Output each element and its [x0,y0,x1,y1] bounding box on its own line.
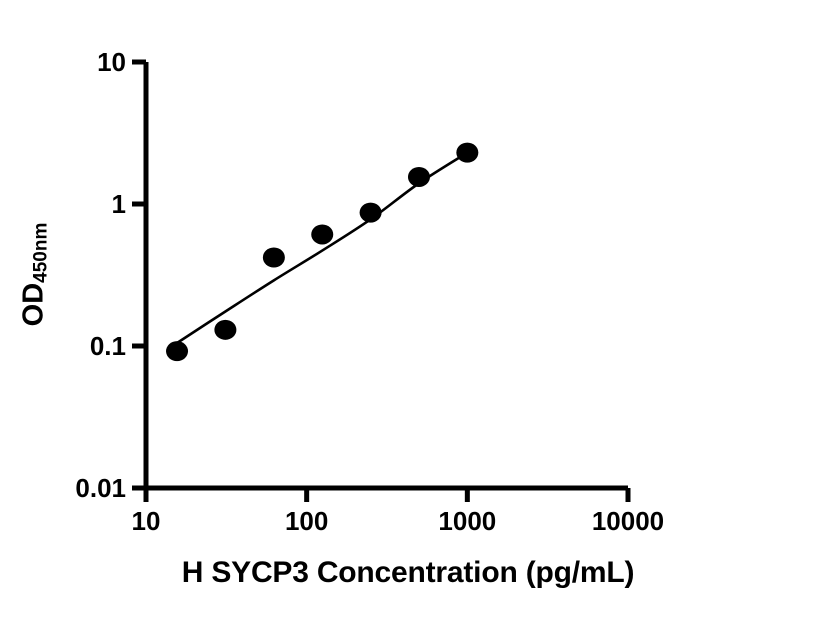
data-point [214,319,237,340]
x-tick-label-100: 100 [284,506,329,536]
y-tick-label-0.1: 0.1 [89,331,126,361]
data-point [166,341,189,362]
y-axis-title-subscript: 450nm [30,222,52,283]
x-tick-label-10: 10 [131,506,161,536]
y-tick-label-1: 1 [111,189,126,219]
data-point [359,202,382,223]
x-axis-title: H SYCP3 Concentration (pg/mL) [181,556,635,589]
y-axis-title: OD450nm [17,155,52,395]
y-tick-label-0.01: 0.01 [75,473,126,503]
data-point [456,142,479,163]
data-point [407,166,430,187]
axes-group [143,62,628,491]
x-tick-label-1000: 1000 [438,506,497,536]
y-tick-label-10: 10 [97,47,126,77]
y-axis-title-main: OD [17,282,50,327]
data-point-group [166,142,479,362]
data-point [262,247,285,268]
x-axis-ticks [143,488,631,502]
x-tick-label-10000: 10000 [591,506,665,536]
data-point [311,224,334,245]
